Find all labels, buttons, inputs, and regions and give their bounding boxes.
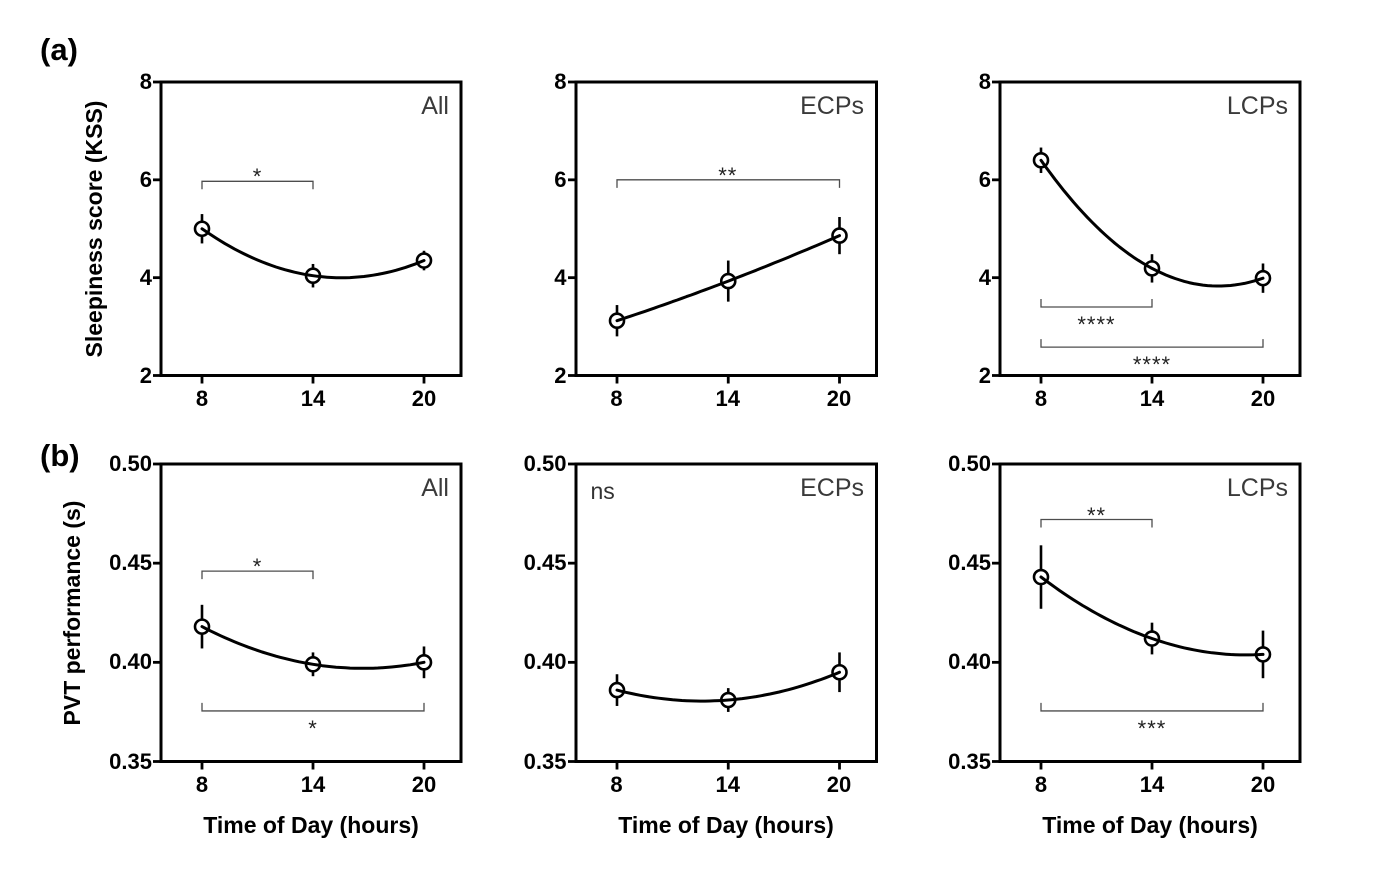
x-tick-label: 14 <box>1139 385 1165 411</box>
y-tick-label: 4 <box>139 264 152 290</box>
panel-group-tag: LCPs <box>1226 474 1288 502</box>
significance-bracket <box>1040 702 1264 712</box>
y-tick-label: 0.40 <box>948 649 991 675</box>
plot-panel-kss-lcps <box>992 80 1302 384</box>
y-axis-label-sleepiness: Sleepiness score (KSS) <box>81 100 107 358</box>
y-tick-label: 0.45 <box>948 550 991 576</box>
y-tick-label: 0.45 <box>109 550 152 576</box>
significance-bracket <box>1040 299 1153 308</box>
y-tick-label: 6 <box>978 166 991 192</box>
x-tick-label: 20 <box>411 771 437 797</box>
y-tick-label: 0.50 <box>948 451 991 476</box>
plot-panel-pvt-ecps <box>567 462 878 770</box>
plot-frame <box>998 80 1302 377</box>
y-tick-label: 2 <box>554 362 567 388</box>
plot-panel-kss-all <box>153 80 463 384</box>
y-tick-label: 6 <box>554 166 567 192</box>
significance-bracket <box>201 180 314 190</box>
x-tick-label: 8 <box>195 771 209 797</box>
x-tick-label: 20 <box>411 385 437 411</box>
plot-frame <box>159 462 463 763</box>
x-tick-label: 8 <box>195 385 209 411</box>
panel-group-tag: LCPs <box>1226 92 1288 120</box>
y-tick-label: 4 <box>554 264 567 290</box>
x-tick-label: 20 <box>826 385 852 411</box>
x-axis-title: Time of Day (hours) <box>618 812 834 838</box>
fit-curve <box>200 227 426 280</box>
x-tick-label: 14 <box>1139 771 1165 797</box>
y-tick-label: 0.45 <box>523 550 567 576</box>
x-tick-label: 20 <box>826 771 852 797</box>
fit-curve <box>615 234 841 323</box>
ns-annotation: ns <box>590 478 615 504</box>
x-tick-label: 14 <box>715 385 740 411</box>
plot-panel-kss-ecps <box>567 80 878 384</box>
fit-curve <box>615 670 841 703</box>
x-tick-label: 20 <box>1250 771 1276 797</box>
y-tick-label: 8 <box>554 69 567 94</box>
y-tick-label: 0.35 <box>948 748 991 774</box>
significance-label: *** <box>1137 715 1167 741</box>
y-tick-label: 0.40 <box>109 649 152 675</box>
y-tick-label: 0.50 <box>109 451 152 476</box>
panel-group-tag: All <box>421 474 449 502</box>
x-tick-label: 8 <box>610 385 623 411</box>
significance-bracket <box>201 702 425 712</box>
panel-group-tag: ECPs <box>800 474 864 502</box>
y-tick-label: 2 <box>139 362 152 388</box>
significance-bracket <box>201 570 314 580</box>
fit-curve <box>1039 575 1265 657</box>
y-axis-label-pvt: PVT performance (s) <box>59 500 85 726</box>
fit-curve <box>200 625 426 670</box>
significance-bracket <box>1040 518 1153 528</box>
fit-curve <box>1039 158 1265 288</box>
panel-row-label-a: (a) <box>40 32 78 67</box>
plot-panel-pvt-all <box>153 462 463 770</box>
significance-bracket <box>615 179 840 188</box>
y-tick-label: 0.35 <box>109 748 152 774</box>
x-tick-label: 20 <box>1250 385 1276 411</box>
y-tick-label: 2 <box>978 362 991 388</box>
x-tick-label: 14 <box>300 771 326 797</box>
plot-frame <box>574 462 878 763</box>
significance-label: * <box>252 164 263 190</box>
plot-panel-pvt-lcps <box>992 462 1302 770</box>
y-tick-label: 8 <box>978 69 991 94</box>
significance-bracket <box>1040 339 1264 348</box>
panel-group-tag: All <box>421 92 449 120</box>
y-tick-label: 6 <box>139 166 152 192</box>
significance-label: * <box>308 715 318 741</box>
significance-label: * <box>252 554 263 580</box>
panel-group-tag: ECPs <box>800 92 864 120</box>
x-axis-title: Time of Day (hours) <box>203 812 419 838</box>
significance-label: ** <box>1086 502 1107 528</box>
plot-frame <box>574 80 878 377</box>
significance-label: **** <box>1132 352 1172 378</box>
y-tick-label: 8 <box>139 69 152 94</box>
y-tick-label: 0.35 <box>523 748 567 774</box>
plot-frame <box>159 80 463 377</box>
y-tick-label: 0.50 <box>523 451 567 476</box>
y-tick-label: 4 <box>978 264 991 290</box>
x-tick-label: 8 <box>1034 771 1048 797</box>
significance-label: **** <box>1077 312 1116 338</box>
x-tick-label: 8 <box>1034 385 1048 411</box>
significance-label: ** <box>718 162 738 188</box>
plot-frame <box>998 462 1302 763</box>
x-tick-label: 14 <box>300 385 326 411</box>
x-tick-label: 14 <box>715 771 740 797</box>
x-tick-label: 8 <box>610 771 623 797</box>
y-tick-label: 0.40 <box>523 649 567 675</box>
x-axis-title: Time of Day (hours) <box>1042 812 1258 838</box>
panel-row-label-b: (b) <box>40 438 80 473</box>
